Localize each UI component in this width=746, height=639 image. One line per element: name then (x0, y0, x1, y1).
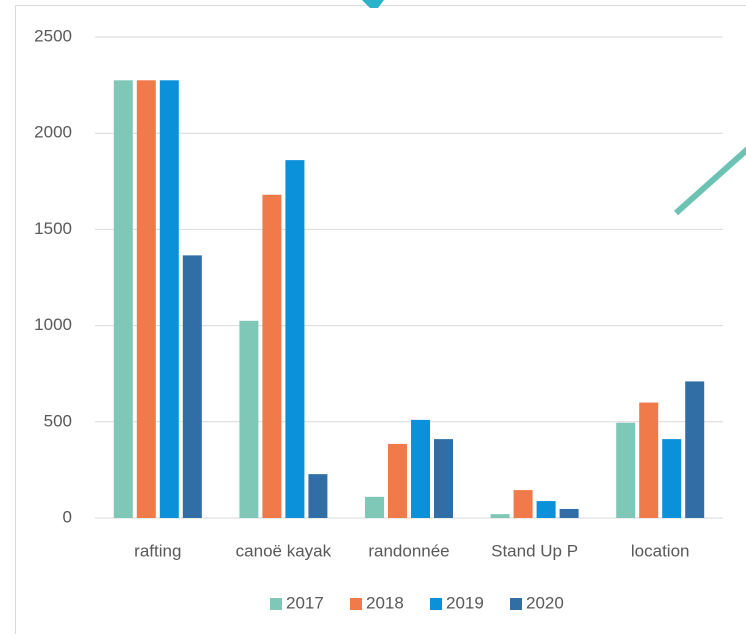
x-tick-label: Stand Up P (491, 541, 578, 560)
x-tick-label: canoë kayak (236, 541, 332, 560)
bar (308, 474, 327, 518)
x-tick-label: rafting (134, 541, 181, 560)
bar (434, 439, 453, 518)
bar (411, 420, 430, 518)
legend-swatch (350, 598, 362, 610)
x-tick-label: randonnée (368, 541, 449, 560)
legend-label: 2017 (286, 593, 324, 612)
y-tick-label: 0 (63, 507, 72, 526)
x-tick-label: location (631, 541, 690, 560)
bar (388, 444, 407, 518)
bar (183, 255, 202, 518)
bar (639, 403, 658, 518)
bar (262, 195, 281, 518)
y-tick-label: 1000 (34, 315, 72, 334)
legend-swatch (510, 598, 522, 610)
bar (285, 160, 304, 518)
bar (491, 514, 510, 518)
bar (560, 509, 579, 518)
legend-label: 2018 (366, 593, 404, 612)
legend-label: 2019 (446, 593, 484, 612)
legend-swatch (430, 598, 442, 610)
bar (537, 501, 556, 518)
bar (662, 439, 681, 518)
cut-title-fragment (362, 0, 384, 8)
y-tick-label: 1500 (34, 219, 72, 238)
legend-label: 2020 (526, 593, 564, 612)
bar (160, 80, 179, 518)
y-tick-label: 500 (44, 411, 72, 430)
bar (239, 321, 258, 518)
bar (616, 423, 635, 518)
bar (685, 381, 704, 518)
bar (514, 490, 533, 518)
y-tick-label: 2500 (34, 26, 72, 45)
bar (365, 497, 384, 518)
bar (137, 80, 156, 518)
bar (114, 80, 133, 518)
legend-swatch (270, 598, 282, 610)
decor-line (676, 147, 746, 213)
y-tick-label: 2000 (34, 123, 72, 142)
